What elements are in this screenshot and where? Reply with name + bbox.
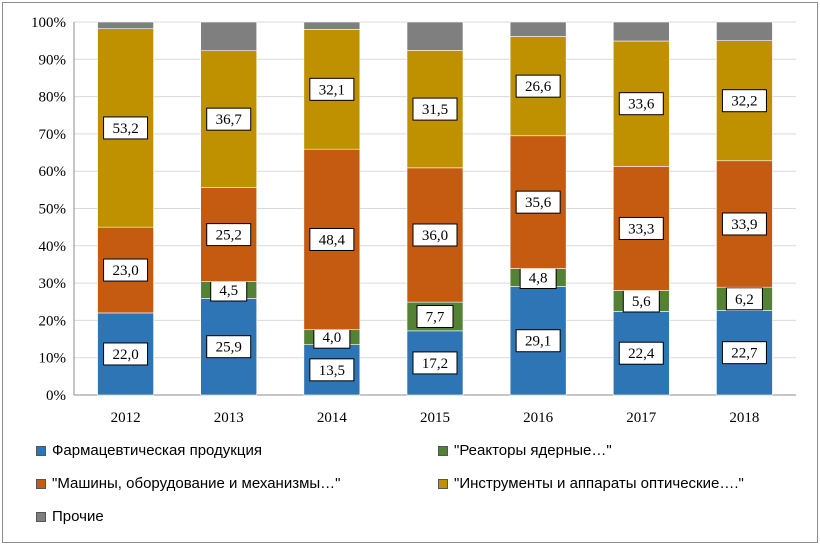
data-label: 32,1 [319, 82, 345, 98]
data-label: 22,4 [628, 346, 655, 362]
data-label-box [515, 190, 561, 214]
data-label-box [206, 223, 252, 247]
legend-swatch-reactors [438, 445, 448, 456]
data-label-box [725, 287, 763, 311]
data-label: 7,7 [426, 309, 445, 325]
data-label: 33,9 [731, 217, 757, 233]
data-label-box [721, 341, 767, 365]
data-label-box [412, 97, 458, 121]
data-label-box [416, 304, 454, 328]
data-label: 48,4 [319, 232, 346, 248]
data-label: 36,0 [422, 228, 448, 244]
data-label-box [412, 351, 458, 375]
data-label-box [721, 212, 767, 236]
data-label: 6,2 [735, 292, 754, 308]
y-tick-label: 70% [39, 127, 67, 143]
bar-segment [612, 21, 670, 42]
data-label: 31,5 [422, 102, 448, 118]
y-tick-label: 50% [39, 202, 67, 218]
legend-item-reactors: "Реакторы ядерные…" [438, 442, 612, 459]
bar-segment [97, 21, 154, 30]
y-tick-label: 20% [39, 313, 67, 329]
legend-item-other: Прочие [36, 508, 104, 525]
y-tick-label: 60% [39, 164, 67, 180]
legend-swatch-pharma [36, 445, 46, 456]
x-tick-label: 2015 [420, 410, 450, 426]
data-label-box [618, 92, 664, 116]
x-tick-label: 2014 [317, 410, 348, 426]
legend-label-other: Прочие [52, 508, 104, 525]
bar-segment [406, 21, 464, 51]
data-label: 13,5 [319, 363, 345, 379]
data-label-box [103, 342, 149, 366]
data-label: 5,6 [632, 294, 651, 310]
data-label: 23,0 [112, 263, 138, 279]
data-label-box [103, 258, 149, 282]
y-tick-label: 0% [46, 388, 66, 404]
data-label-box [206, 335, 252, 359]
data-label-box [103, 116, 149, 140]
data-label-box [412, 223, 458, 247]
data-label: 4,0 [322, 330, 341, 346]
y-tick-label: 100% [31, 15, 66, 31]
data-label: 25,9 [216, 340, 242, 356]
x-tick-label: 2013 [214, 410, 244, 426]
legend-swatch-other [36, 511, 46, 522]
data-label-box [309, 358, 355, 382]
y-tick-label: 80% [39, 90, 67, 106]
y-tick-label: 40% [39, 239, 67, 255]
data-label-box [721, 89, 767, 113]
data-label-box [515, 329, 561, 353]
data-label-box [618, 341, 664, 365]
bar-segment [200, 21, 258, 52]
data-label: 25,2 [216, 228, 242, 244]
data-label: 4,5 [219, 283, 238, 299]
data-label: 36,7 [216, 112, 243, 128]
data-label: 35,6 [525, 195, 552, 211]
data-label-box [515, 74, 561, 98]
data-label: 32,2 [731, 94, 757, 110]
data-label-box [309, 77, 355, 101]
x-tick-label: 2017 [626, 410, 657, 426]
legend-item-machines: "Машины, оборудование и механизмы…" [36, 475, 341, 492]
x-tick-label: 2018 [729, 410, 759, 426]
y-tick-label: 30% [39, 276, 67, 292]
data-label: 33,3 [628, 221, 654, 237]
x-tick-label: 2016 [523, 410, 554, 426]
bar-segment [303, 21, 361, 30]
legend-label-pharma: Фармацевтическая продукция [52, 442, 262, 459]
bar-segment [716, 21, 773, 41]
data-label-box [618, 216, 664, 240]
data-label: 4,8 [529, 271, 548, 287]
data-label: 26,6 [525, 79, 552, 95]
legend: Фармацевтическая продукция "Реакторы яде… [36, 438, 796, 538]
data-label: 17,2 [422, 356, 448, 372]
data-label: 22,0 [112, 347, 138, 363]
data-label: 22,7 [731, 346, 758, 362]
legend-label-machines: "Машины, оборудование и механизмы…" [52, 475, 341, 492]
data-label: 33,6 [628, 97, 655, 113]
legend-swatch-machines [36, 478, 46, 489]
legend-swatch-optical [438, 478, 448, 489]
legend-label-optical: "Инструменты и аппараты оптические…." [454, 475, 744, 492]
legend-item-optical: "Инструменты и аппараты оптические…." [438, 475, 744, 492]
x-tick-label: 2012 [111, 410, 141, 426]
bar-segment [509, 21, 567, 37]
y-tick-label: 90% [39, 52, 67, 68]
data-label: 53,2 [112, 121, 138, 137]
legend-label-reactors: "Реакторы ядерные…" [454, 442, 612, 459]
data-label: 29,1 [525, 334, 551, 350]
data-label-box [206, 107, 252, 131]
legend-item-pharma: Фармацевтическая продукция [36, 442, 262, 459]
data-label-box [309, 227, 355, 251]
y-tick-label: 10% [39, 351, 67, 367]
